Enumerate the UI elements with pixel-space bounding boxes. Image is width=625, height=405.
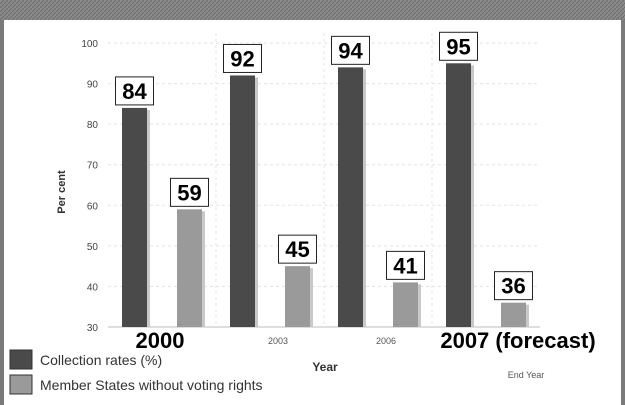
bar-without-voting-rights <box>177 209 202 327</box>
data-label-box <box>278 234 317 264</box>
data-labels: 84 59 92 45 94 41 95 36 <box>115 31 533 301</box>
header-band <box>0 0 625 20</box>
y-axis-ticks: 30 40 50 60 70 80 90 100 <box>81 39 98 334</box>
data-label: 41 <box>393 253 417 278</box>
data-label-box <box>223 43 262 73</box>
bar-collection-rate <box>122 107 147 328</box>
legend: Collection rates (%) Member States withou… <box>9 349 263 395</box>
x-axis-title: Year <box>312 360 338 374</box>
data-label: 92 <box>230 46 254 71</box>
x-tick-label: End Year <box>508 370 545 380</box>
y-axis-title: Per cent <box>56 170 68 214</box>
legend-swatch <box>9 374 33 395</box>
data-label-box <box>386 250 425 280</box>
y-tick-label: 80 <box>87 120 99 131</box>
bar-without-voting-rights <box>393 282 418 327</box>
bar-without-voting-rights <box>501 302 526 327</box>
bars <box>122 63 529 328</box>
bar-without-voting-rights <box>285 266 310 327</box>
x-tick-label: 2006 <box>376 336 396 346</box>
data-label-box <box>115 76 154 106</box>
y-tick-label: 70 <box>87 161 99 172</box>
y-tick-label: 60 <box>87 201 99 212</box>
y-tick-label: 50 <box>87 242 99 253</box>
data-label-box <box>494 271 533 301</box>
category-label: 2000 <box>136 328 185 353</box>
frame-right <box>621 20 625 405</box>
data-label: 84 <box>122 79 147 104</box>
y-tick-label: 40 <box>87 282 99 293</box>
legend-label: Member States without voting rights <box>40 377 263 393</box>
x-axis-ticks: 2000 2003 2006 End Year 2007 (forecast) <box>136 328 596 380</box>
y-tick-label: 100 <box>81 39 98 50</box>
y-tick-label: 30 <box>87 323 99 334</box>
bar-collection-rate <box>338 67 363 327</box>
data-label: 45 <box>285 237 309 262</box>
legend-swatch <box>9 349 33 370</box>
bar-collection-rate <box>446 63 471 328</box>
data-label-box <box>331 35 370 65</box>
data-label-box <box>439 31 478 61</box>
category-label: 2007 (forecast) <box>440 328 595 353</box>
frame-left <box>0 20 4 405</box>
data-label-box <box>170 177 209 207</box>
data-label: 95 <box>446 34 470 59</box>
bar-collection-rate <box>230 75 255 327</box>
data-label: 36 <box>501 274 525 299</box>
legend-label: Collection rates (%) <box>40 352 162 368</box>
data-label: 94 <box>338 38 363 63</box>
y-tick-label: 90 <box>87 80 99 91</box>
x-tick-label: 2003 <box>268 336 288 346</box>
data-label: 59 <box>177 180 201 205</box>
